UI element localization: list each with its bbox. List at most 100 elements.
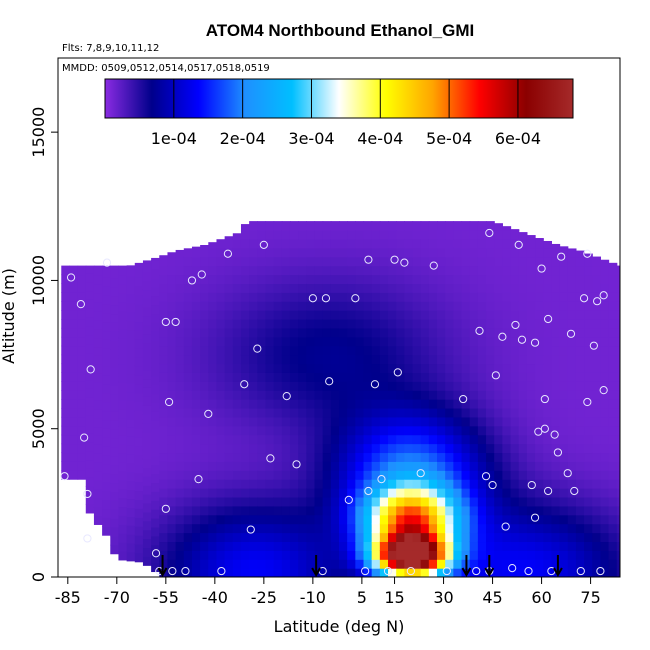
- field-cell: [363, 550, 373, 560]
- field-cell: [567, 496, 577, 507]
- field-cell: [526, 514, 536, 525]
- field-cell: [445, 283, 454, 293]
- field-cell: [363, 399, 373, 409]
- sample-point: [86, 365, 95, 374]
- field-cell: [183, 452, 193, 462]
- field-cell: [575, 407, 585, 418]
- field-cell: [388, 354, 397, 365]
- field-cell: [420, 221, 430, 231]
- field-cell: [240, 238, 250, 249]
- field-cell: [249, 336, 258, 347]
- field-cell: [224, 238, 234, 249]
- field-cell: [616, 443, 620, 454]
- field-cell: [510, 496, 520, 507]
- field-cell: [437, 247, 446, 258]
- field-cell: [298, 461, 307, 471]
- field-cell: [355, 399, 365, 409]
- field-cell: [584, 327, 593, 338]
- field-cell: [584, 541, 593, 551]
- field-cell: [543, 318, 552, 329]
- field-cell: [306, 541, 316, 551]
- field-cell: [551, 479, 561, 489]
- sample-point: [364, 255, 373, 264]
- field-cell: [61, 461, 71, 471]
- field-cell: [453, 550, 463, 560]
- field-cell: [298, 488, 307, 498]
- field-cell: [232, 514, 242, 525]
- field-cell: [118, 381, 128, 392]
- field-cell: [126, 347, 136, 357]
- field-cell: [600, 363, 610, 373]
- field-cell: [102, 508, 111, 518]
- dates-label: MMDD: 0509,0512,0514,0517,0518,0519: [62, 63, 270, 74]
- field-cell: [445, 292, 454, 302]
- field-cell: [486, 523, 495, 534]
- field-cell: [469, 372, 479, 382]
- field-cell: [388, 221, 397, 231]
- field-cell: [404, 336, 414, 347]
- field-cell: [167, 345, 177, 356]
- field-cell: [249, 399, 258, 409]
- field-cell: [412, 452, 422, 462]
- field-cell: [396, 265, 405, 276]
- field-cell: [535, 327, 544, 338]
- sample-point: [171, 317, 180, 327]
- field-cell: [240, 354, 250, 365]
- field-cell: [543, 443, 552, 454]
- field-cell: [273, 443, 283, 454]
- field-cell: [486, 381, 495, 391]
- field-cell: [420, 532, 430, 543]
- field-cell: [371, 283, 381, 293]
- field-cell: [437, 372, 446, 382]
- field-cell: [494, 318, 503, 329]
- field-cell: [494, 283, 503, 293]
- field-cell: [93, 497, 103, 508]
- field-cell: [567, 550, 577, 560]
- field-cell: [379, 238, 389, 249]
- field-cell: [85, 477, 95, 487]
- field-cell: [159, 274, 169, 284]
- field-cell: [167, 496, 177, 507]
- field-cell: [208, 443, 218, 454]
- field-cell: [118, 399, 128, 410]
- field-cell: [306, 407, 316, 418]
- field-cell: [191, 470, 201, 480]
- field-cell: [437, 514, 446, 525]
- field-cell: [584, 283, 593, 293]
- field-cell: [200, 505, 209, 516]
- field-cell: [428, 550, 438, 560]
- field-cell: [281, 318, 291, 329]
- field-cell: [339, 559, 348, 569]
- field-cell: [118, 497, 128, 508]
- sample-point: [557, 252, 566, 261]
- field-cell: [232, 541, 242, 551]
- field-cell: [265, 470, 275, 480]
- field-cell: [167, 514, 177, 525]
- field-cell: [420, 407, 430, 418]
- field-cell: [339, 310, 348, 320]
- field-cell: [404, 318, 414, 329]
- field-cell: [347, 247, 356, 258]
- field-cell: [363, 514, 373, 525]
- field-cell: [437, 310, 446, 320]
- field-cell: [151, 437, 160, 448]
- field-cell: [240, 479, 250, 489]
- field-cell: [502, 345, 512, 356]
- field-cell: [347, 505, 356, 516]
- field-cell: [126, 320, 136, 331]
- field-cell: [322, 399, 332, 409]
- field-cell: [371, 559, 381, 569]
- field-cell: [306, 390, 316, 400]
- field-cell: [355, 318, 365, 329]
- field-cell: [240, 532, 250, 543]
- field-cell: [330, 221, 340, 231]
- field-cell: [363, 283, 373, 293]
- field-cell: [273, 327, 283, 338]
- field-cell: [61, 443, 71, 454]
- field-cell: [371, 434, 381, 445]
- sample-point: [168, 566, 177, 576]
- field-cell: [584, 434, 593, 445]
- field-cell: [363, 230, 373, 240]
- field-cell: [363, 310, 373, 320]
- field-cell: [567, 381, 577, 391]
